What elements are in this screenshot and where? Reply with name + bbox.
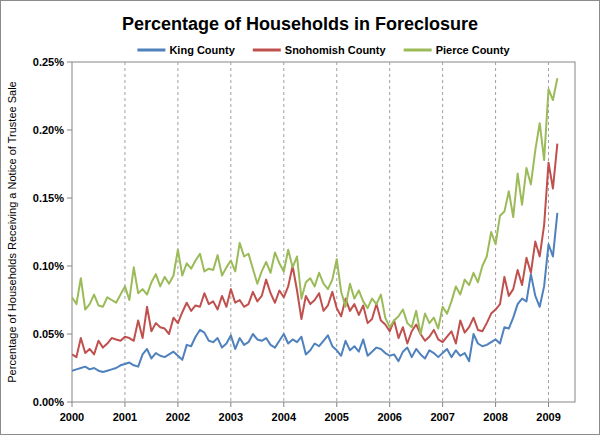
x-tick-label: 2006 [377,411,401,423]
y-tick [67,402,72,403]
legend-label: Pierce County [436,44,511,56]
x-tick [548,402,549,407]
series-group [72,78,557,372]
x-tick [389,402,390,407]
x-tick-label: 2001 [113,411,137,423]
grid-line [495,62,496,402]
grid-line [283,62,284,402]
legend-swatch [404,49,432,52]
grid-line [442,62,443,402]
x-tick-label: 2002 [166,411,190,423]
x-tick [495,402,496,407]
x-tick [230,402,231,407]
y-tick [67,266,72,267]
y-tick-label: 0.20% [33,124,64,136]
y-tick [67,62,72,63]
legend: King County Snohomish County Pierce County [137,44,510,56]
y-tick [67,334,72,335]
x-tick-label: 2008 [483,411,507,423]
x-tick [177,402,178,407]
legend-label: Snohomish County [285,44,387,56]
y-axis-label: Percentage of Households Receiving a Not… [6,81,18,382]
x-tick-label: 2000 [60,411,84,423]
legend-label: King County [169,44,235,56]
chart-border [1,1,600,435]
y-tick-label: 0.15% [33,192,64,204]
series-line [72,144,557,358]
chart: Percentage of Households in Foreclosure P… [0,0,600,435]
series-line [72,78,557,334]
x-tick [336,402,337,407]
plot-frame [72,62,575,402]
grid-line [124,62,125,402]
y-tick-label: 0.00% [33,396,64,408]
legend-swatch [137,49,165,52]
y-tick-label: 0.10% [33,260,64,272]
x-tick-label: 2005 [324,411,348,423]
y-tick [67,198,72,199]
x-tick-label: 2007 [430,411,454,423]
y-tick [67,130,72,131]
grid-line [389,62,390,402]
x-tick-label: 2009 [536,411,560,423]
grid-line [177,62,178,402]
x-tick [72,402,73,407]
y-tick-label: 0.05% [33,328,64,340]
x-tick-label: 2003 [219,411,243,423]
title: Percentage of Households in Foreclosure [122,14,478,34]
x-tick-label: 2004 [272,411,297,423]
x-tick [283,402,284,407]
y-tick-label: 0.25% [33,56,64,68]
x-tick [442,402,443,407]
legend-swatch [253,49,281,52]
grid-line [548,62,549,402]
grid-line [230,62,231,402]
x-tick [124,402,125,407]
